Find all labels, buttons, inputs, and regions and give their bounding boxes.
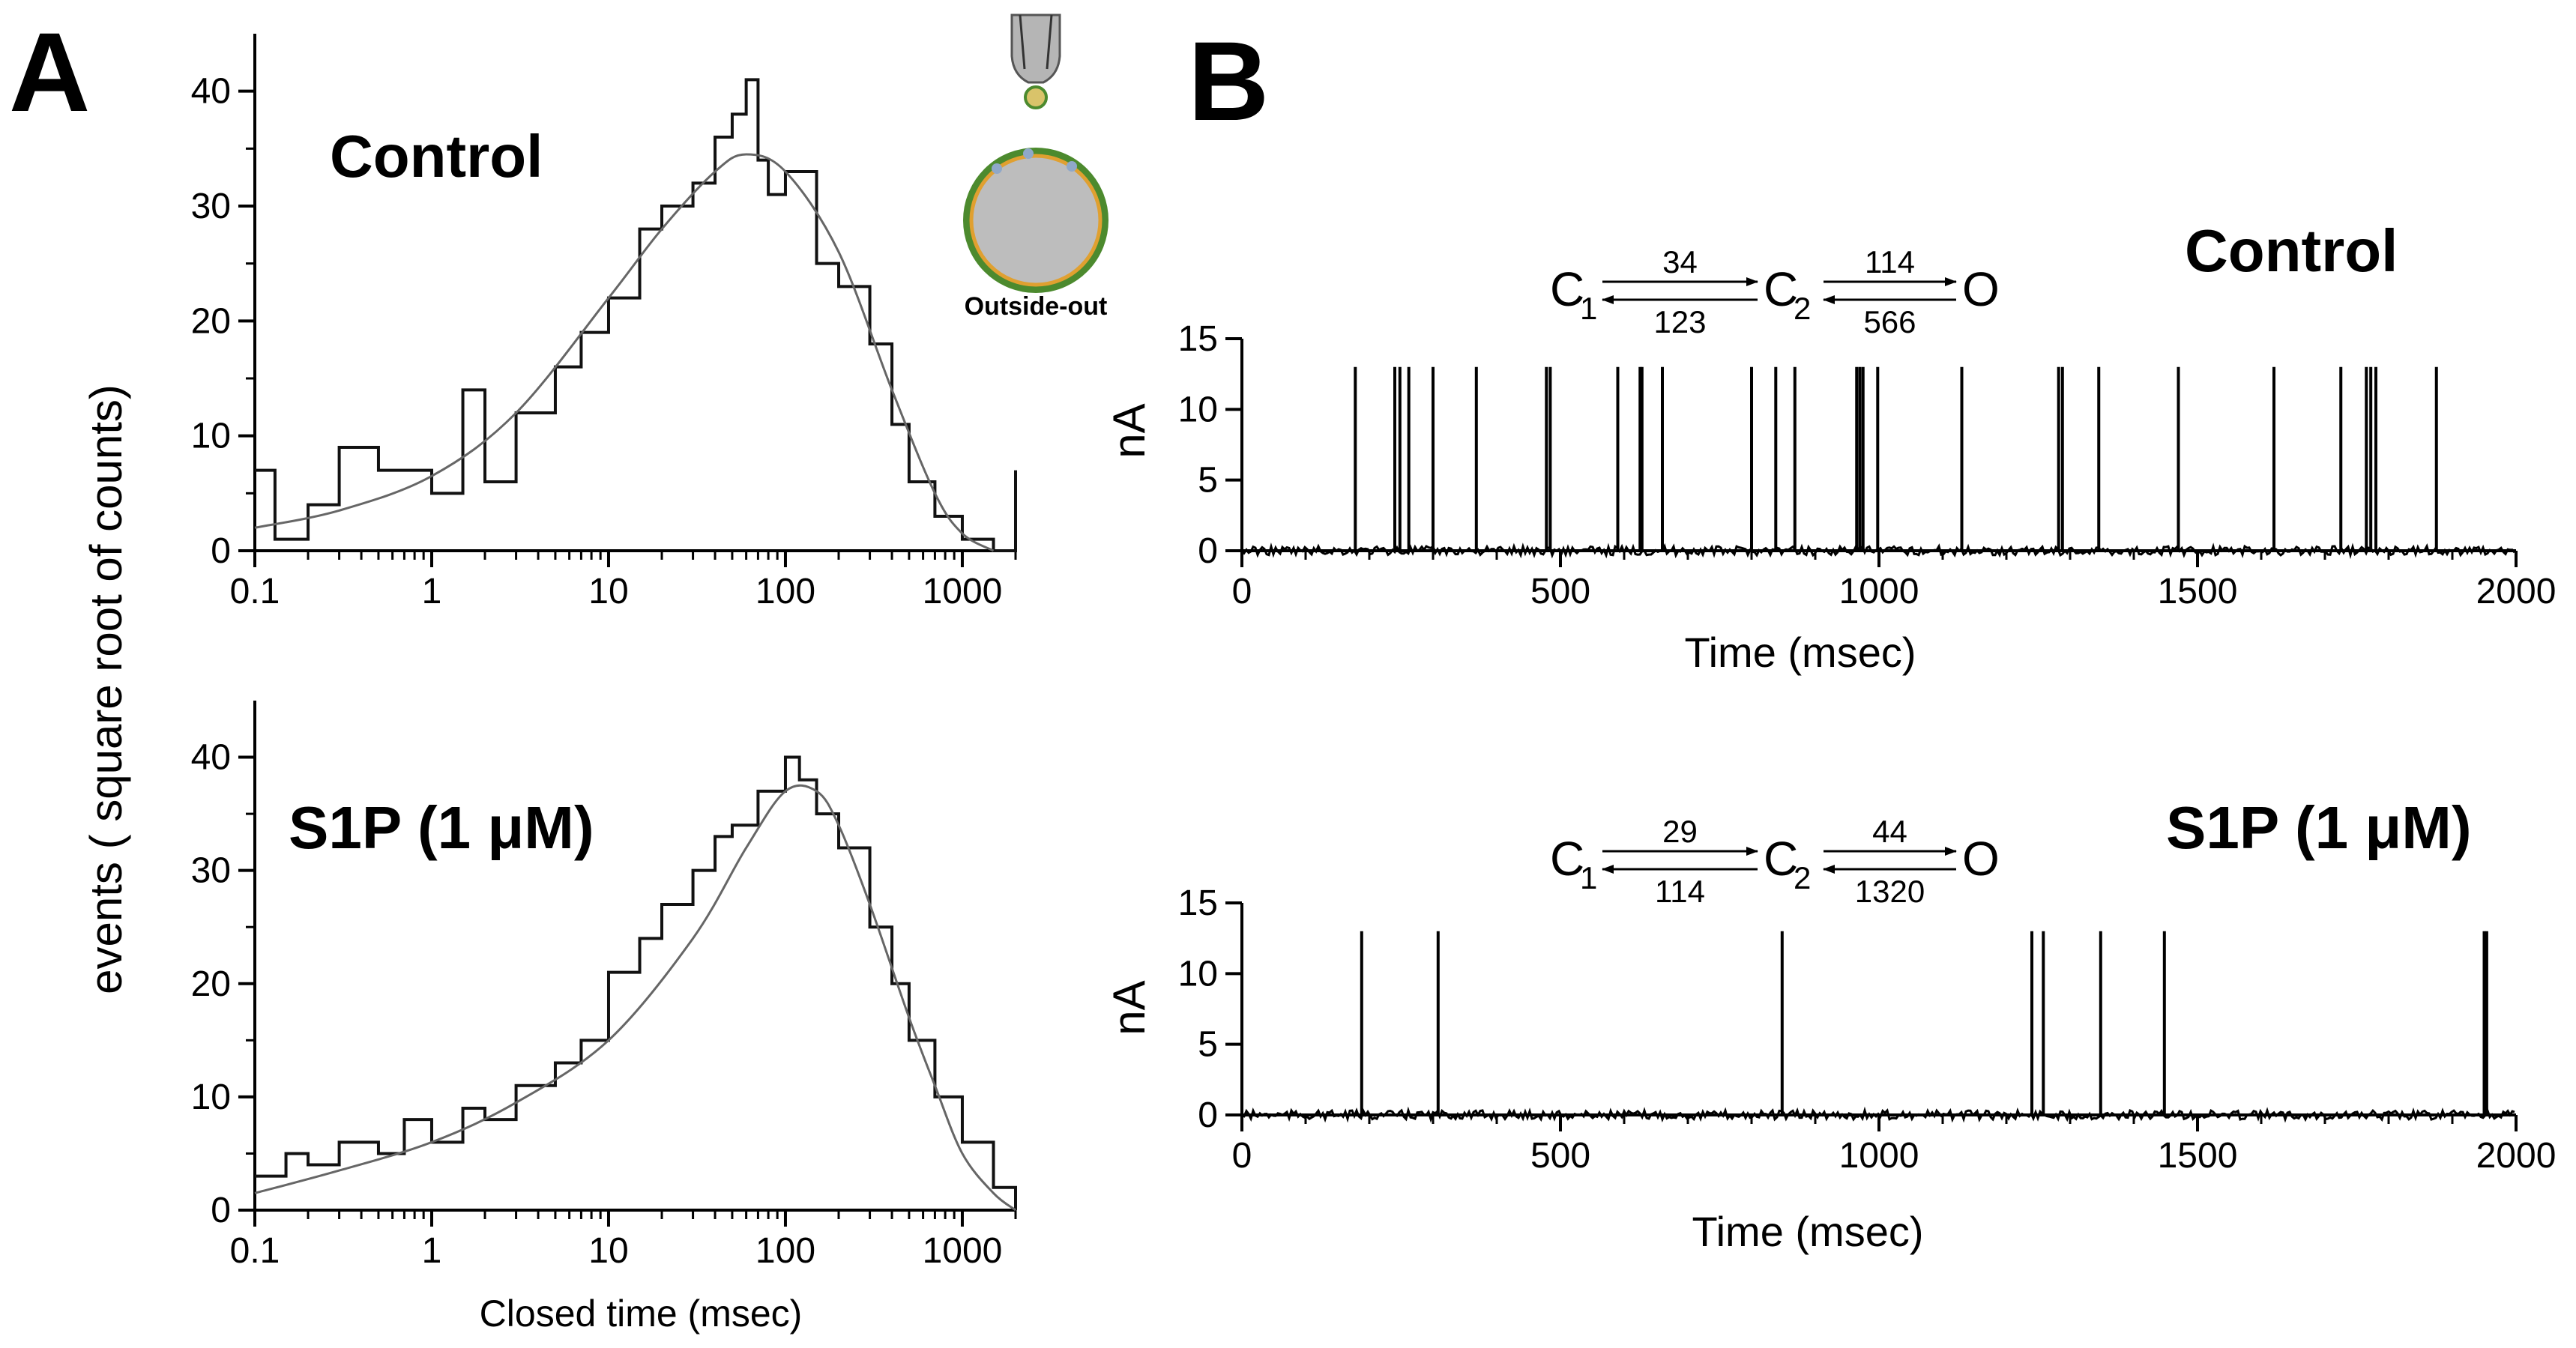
a-bot-xtick-label: 10	[588, 1231, 628, 1271]
scheme-bot-state-c2: C	[1764, 832, 1798, 886]
b-bot-ytick-label: 0	[1198, 1095, 1218, 1135]
b-top-xtick-label: 1000	[1839, 572, 1919, 611]
a-top-ytick-label: 30	[191, 187, 231, 226]
scheme-bot-state-c1: C	[1550, 832, 1584, 886]
trace-control: 0 500 1000 1500 2000 0 5 10 15	[1178, 319, 2557, 611]
b-top-xtick-label: 1500	[2158, 572, 2238, 611]
a-top-ytick-label: 10	[191, 417, 231, 456]
b-bot-xtick-label: 1500	[2158, 1136, 2238, 1176]
condition-label-s1p-b: S1P (1 μM)	[2166, 794, 2472, 861]
b-bot-baseline-noise	[1241, 1106, 2515, 1123]
b-bot-xtick-label: 500	[1530, 1136, 1590, 1176]
a-top-fit-curve	[254, 153, 995, 552]
a-bot-ytick-label: 10	[191, 1078, 231, 1117]
a-bot-ytick-label: 20	[191, 964, 231, 1004]
b-top-ytick-label: 15	[1178, 319, 1218, 359]
a-top-xtick-label: 10	[588, 572, 628, 611]
a-bot-ytick-label: 40	[191, 738, 231, 778]
condition-label-control-a: Control	[330, 123, 543, 190]
inset-label: Outside-out	[965, 292, 1108, 321]
b-bot-xtick-label: 2000	[2476, 1136, 2557, 1176]
a-top-ytick-label: 0	[211, 531, 231, 571]
b-bot-xtick-label: 0	[1232, 1136, 1252, 1176]
b-top-ytick-label: 5	[1198, 461, 1218, 501]
scheme-bot-bwd-rate: 1320	[1855, 874, 1925, 909]
scheme-top-state-c1: C	[1550, 262, 1584, 316]
b-top-xtick-label: 0	[1232, 572, 1252, 611]
panel-b-xlabel-top: Time (msec)	[1684, 629, 1916, 676]
scheme-top-state-c2: C	[1764, 262, 1798, 316]
outside-out-patch-icon	[963, 13, 1108, 293]
panel-label-a: A	[9, 9, 90, 135]
b-top-xtick-label: 2000	[2476, 572, 2557, 611]
a-bot-xtick-label: 1	[422, 1231, 442, 1271]
scheme-bot-state-o: O	[1962, 832, 2000, 886]
a-top-xtick-label: 0.1	[230, 572, 280, 611]
b-top-ytick-label: 0	[1198, 531, 1218, 571]
histogram-s1p: 0.1 1 10 100 1000 0 10 20 30 40	[191, 701, 1017, 1271]
b-bot-ytick-label: 15	[1178, 883, 1218, 923]
panel-a-xlabel: Closed time (msec)	[480, 1293, 803, 1335]
a-top-histogram-steps	[255, 78, 1017, 552]
scheme-bot-fwd-rate: 44	[1872, 814, 1907, 849]
a-bot-ytick-label: 30	[191, 851, 231, 891]
scheme-top-state-o: O	[1962, 262, 2000, 316]
b-top-xtick-label: 500	[1530, 572, 1590, 611]
panel-a-ylabel: events ( square root of counts)	[81, 384, 131, 994]
b-bot-xtick-label: 1000	[1839, 1136, 1919, 1176]
scheme-top-state-c2-sub: 2	[1794, 291, 1811, 326]
b-bot-ytick-label: 5	[1198, 1025, 1218, 1065]
b-top-ytick-label: 10	[1178, 390, 1218, 429]
a-top-ytick-label: 20	[191, 301, 231, 341]
scheme-top-fwd-rate: 114	[1865, 244, 1915, 279]
panel-b-ylabel-top: nA	[1104, 403, 1154, 458]
histogram-control: 0.1 1 10 100 1000 0 10 20 30 40	[191, 34, 1017, 611]
trace-s1p: 0 500 1000 1500 2000 0 5 10 15	[1178, 883, 2557, 1176]
panel-b-xlabel-bottom: Time (msec)	[1692, 1208, 1923, 1255]
scheme-bot-state-c2-sub: 2	[1794, 860, 1811, 895]
a-bot-ytick-label: 0	[211, 1191, 231, 1230]
a-top-xtick-label: 100	[755, 572, 815, 611]
condition-label-control-b: Control	[2185, 217, 2398, 284]
scheme-top-bwd-rate: 566	[1863, 304, 1916, 339]
scheme-top-bwd-rate: 123	[1653, 304, 1706, 339]
a-top-ytick-label: 40	[191, 72, 231, 112]
panel-b-ylabel-bottom: nA	[1104, 980, 1154, 1035]
a-top-xtick-label: 1	[422, 572, 442, 611]
a-bot-xtick-label: 100	[755, 1231, 815, 1271]
scheme-top-fwd-rate: 34	[1662, 244, 1698, 279]
panel-label-b: B	[1188, 18, 1269, 144]
scheme-bot-fwd-rate: 29	[1662, 814, 1698, 849]
scheme-top-state-c1-sub: 1	[1580, 291, 1597, 326]
scheme-bot-state-c1-sub: 1	[1580, 860, 1597, 895]
a-bot-fit-curve	[254, 784, 1016, 1212]
a-bot-xtick-label: 0.1	[230, 1231, 280, 1271]
condition-label-s1p-a: S1P (1 μM)	[289, 794, 594, 861]
a-top-xtick-label: 1000	[923, 572, 1003, 611]
a-bot-xtick-label: 1000	[923, 1231, 1003, 1271]
scheme-bot-bwd-rate: 114	[1655, 874, 1705, 909]
b-bot-ytick-label: 10	[1178, 954, 1218, 994]
